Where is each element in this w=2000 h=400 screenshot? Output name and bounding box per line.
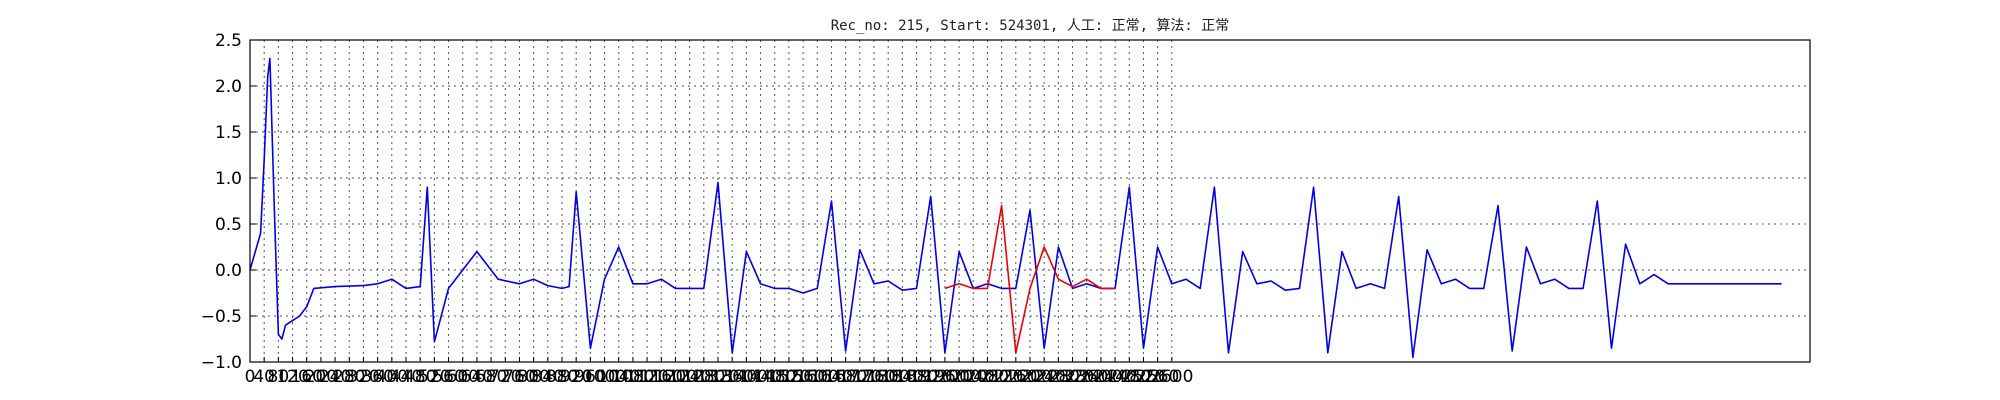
x-tick-label: 2240	[1023, 367, 1066, 387]
x-tick-label: 720	[489, 367, 521, 387]
series-line-1	[944, 204, 1116, 354]
x-tick-label: 40	[253, 367, 275, 387]
x-tick-label: 1960	[923, 367, 966, 387]
x-tick-label: 920	[560, 367, 592, 387]
y-tick-label: 2.5	[215, 31, 242, 51]
x-tick-label: 2040	[952, 367, 995, 387]
x-tick-label: 240	[319, 367, 351, 387]
y-tick-label: 0.0	[215, 261, 242, 281]
x-tick-label: 1040	[597, 367, 640, 387]
x-tick-label: 1280	[682, 367, 725, 387]
x-tick-label: 880	[546, 367, 578, 387]
x-tick-label: 400	[376, 367, 408, 387]
x-tick-label: 1560	[781, 367, 824, 387]
x-tick-label: 2160	[994, 367, 1037, 387]
x-tick-label: 2520	[1122, 367, 1165, 387]
x-tick-label: 1760	[852, 367, 895, 387]
x-tick-label: 2080	[966, 367, 1009, 387]
chart-title: Rec_no: 215, Start: 524301, 人工: 正常, 算法: …	[831, 18, 1230, 34]
x-tick-label: 1080	[611, 367, 654, 387]
x-tick-label: 1840	[881, 367, 924, 387]
x-tick-label: 520	[418, 367, 450, 387]
x-tick-label: 2000	[937, 367, 980, 387]
x-tick-label: 2200	[1008, 367, 1051, 387]
x-tick-label: 1600	[796, 367, 839, 387]
x-tick-label: 2480	[1108, 367, 1151, 387]
x-tick-label: 560	[432, 367, 464, 387]
x-tick-label: 600	[447, 367, 479, 387]
x-tick-label: 80	[268, 367, 290, 387]
x-tick-label: 1120	[625, 367, 668, 387]
x-tick-label: 640	[461, 367, 493, 387]
x-tick-label: 1800	[867, 367, 910, 387]
y-tick-label: 1.5	[215, 123, 242, 143]
x-tick-label: 1520	[767, 367, 810, 387]
x-tick-label: 160	[291, 367, 323, 387]
x-tick-label: 2600	[1150, 367, 1193, 387]
x-tick-label: 760	[503, 367, 535, 387]
x-tick-label: 960	[574, 367, 606, 387]
x-tick-label: 2360	[1065, 367, 1108, 387]
x-tick-label: 840	[532, 367, 564, 387]
x-tick-label: 1920	[909, 367, 952, 387]
y-tick-label: 0.5	[215, 215, 242, 235]
x-tick-label: 800	[517, 367, 549, 387]
x-tick-label: 1680	[824, 367, 867, 387]
x-tick-label: 0	[245, 367, 256, 387]
x-tick-label: 2440	[1093, 367, 1136, 387]
x-tick-label: 1440	[739, 367, 782, 387]
x-tick-label: 440	[390, 367, 422, 387]
y-tick-label: −0.5	[201, 307, 242, 327]
x-tick-label: 1200	[654, 367, 697, 387]
x-tick-label: 280	[333, 367, 365, 387]
plot-frame	[249, 39, 1811, 363]
x-tick-label: 1880	[895, 367, 938, 387]
x-tick-label: 1160	[640, 367, 683, 387]
y-axis: −1.0 −0.5 0.0 0.5 1.0 1.5 2.0 2.5	[201, 31, 256, 373]
y-tick-label: −1.0	[201, 353, 242, 373]
x-tick-label: 1360	[711, 367, 754, 387]
x-tick-label: 680	[475, 367, 507, 387]
series-line-0	[249, 57, 1782, 359]
x-tick-label: 2560	[1136, 367, 1179, 387]
x-tick-label: 2280	[1037, 367, 1080, 387]
series-layer	[249, 57, 1782, 359]
y-tick-label: 2.0	[215, 77, 242, 97]
x-tick-label: 1480	[753, 367, 796, 387]
x-tick-label: 2400	[1079, 367, 1122, 387]
x-tick-label: 1320	[696, 367, 739, 387]
x-tick-label: 480	[404, 367, 436, 387]
grid-layer	[250, 40, 1810, 362]
y-tick-label: 1.0	[215, 169, 242, 189]
x-tick-label: 1720	[838, 367, 881, 387]
x-tick-label: 2120	[980, 367, 1023, 387]
x-tick-label: 2320	[1051, 367, 1094, 387]
x-tick-label: 1000	[583, 367, 626, 387]
x-tick-label: 320	[347, 367, 379, 387]
x-tick-label: 1640	[810, 367, 853, 387]
x-tick-label: 200	[305, 367, 337, 387]
x-axis: 0408012016020024028032036040044048052056…	[245, 357, 1193, 387]
x-tick-label: 1400	[725, 367, 768, 387]
x-tick-label: 1240	[668, 367, 711, 387]
x-tick-label: 360	[361, 367, 393, 387]
x-tick-label: 120	[276, 367, 308, 387]
